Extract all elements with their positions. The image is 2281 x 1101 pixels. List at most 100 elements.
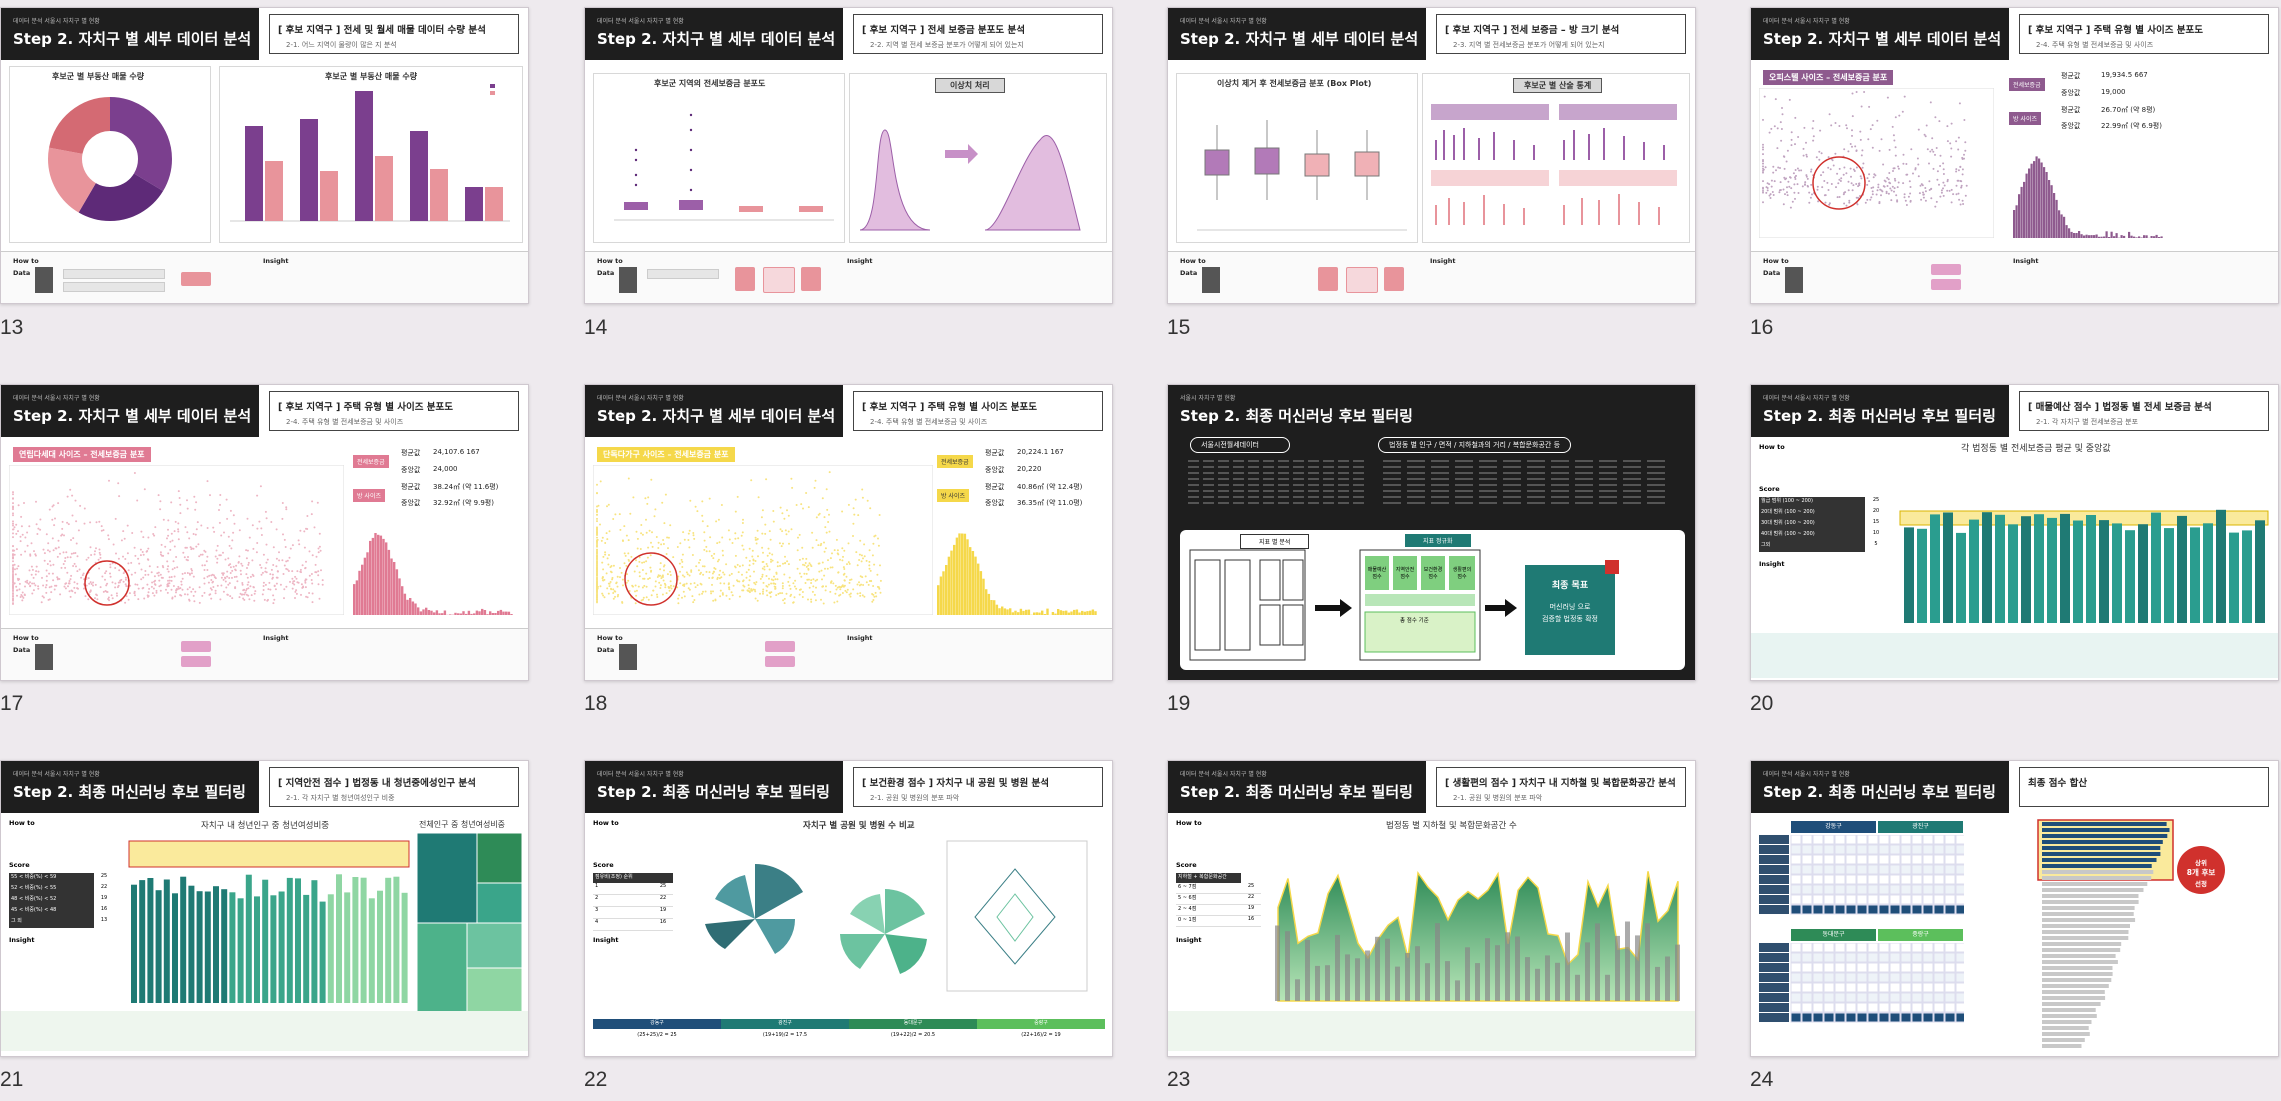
chart-badge: 오피스텔 사이즈 – 전세보증금 분포 bbox=[1763, 70, 1894, 85]
scatter-point bbox=[1811, 127, 1814, 130]
grid-cell bbox=[1801, 972, 1813, 983]
scatter-point bbox=[841, 592, 844, 594]
grid-cell bbox=[1889, 952, 1901, 963]
scatter-point bbox=[641, 561, 644, 564]
table-cell-mark bbox=[1623, 490, 1641, 492]
scatter-point bbox=[1940, 191, 1943, 194]
scatter-point bbox=[876, 573, 879, 576]
scatter-point bbox=[196, 521, 199, 524]
slide-thumbnail-13[interactable]: 데이터 분석 서울시 자치구 별 현황 Step 2. 자치구 별 세부 데이터… bbox=[0, 7, 529, 304]
scatter-point bbox=[645, 572, 648, 575]
scatter-point bbox=[642, 598, 644, 601]
scatter-point bbox=[71, 494, 74, 497]
scatter-chip bbox=[765, 641, 795, 652]
scatter-point bbox=[282, 573, 285, 575]
grid-cell bbox=[1944, 962, 1956, 973]
grid-cell bbox=[1867, 962, 1879, 973]
scatter-point bbox=[126, 552, 129, 555]
slide-thumbnail-14[interactable]: 데이터 분석 서울시 자치구 별 현황 Step 2. 자치구 별 세부 데이터… bbox=[584, 7, 1113, 304]
scatter-point bbox=[98, 551, 101, 554]
scatter-point bbox=[719, 569, 722, 572]
scatter-point bbox=[283, 564, 286, 567]
grid-cell bbox=[1801, 864, 1813, 875]
scatter-point bbox=[1819, 129, 1822, 132]
slide-footer: How to Data Insight bbox=[585, 251, 1112, 303]
scatter-point bbox=[101, 575, 104, 578]
scatter-point bbox=[712, 599, 715, 602]
scatter-point bbox=[159, 508, 162, 511]
scatter-point bbox=[865, 581, 868, 584]
bar bbox=[180, 876, 187, 1003]
scatter-point bbox=[157, 571, 160, 574]
slide-thumbnail-17[interactable]: 데이터 분석 서울시 자치구 별 현황 Step 2. 자치구 별 세부 데이터… bbox=[0, 384, 529, 681]
panel-title: 이상치 제거 후 전세보증금 분포 (Box Plot) bbox=[1217, 79, 1372, 88]
histogram-bar bbox=[993, 600, 996, 615]
scatter-point bbox=[635, 530, 638, 533]
grid-cell bbox=[1834, 1012, 1846, 1023]
histogram-bar bbox=[2040, 162, 2043, 238]
scatter-point bbox=[849, 595, 852, 598]
scatter-point bbox=[12, 584, 14, 587]
scatter-point bbox=[822, 602, 825, 605]
table-cell-mark bbox=[1308, 502, 1319, 504]
subtitle-text: [ 후보 지역구 ] 전세 보증금 분포도 분석 bbox=[862, 25, 1025, 36]
table-cell-mark bbox=[1551, 490, 1569, 492]
grid-cell bbox=[1955, 982, 1964, 993]
slide-thumbnail-20[interactable]: 데이터 분석 서울시 자치구 별 현황 Step 2. 최종 머신러닝 후보 필… bbox=[1750, 384, 2279, 681]
scatter-point bbox=[738, 565, 741, 568]
scatter-point bbox=[1828, 202, 1831, 205]
grid-cell bbox=[1900, 844, 1912, 855]
scatter-point bbox=[1857, 185, 1860, 188]
scatter-point bbox=[1868, 105, 1871, 108]
scatter-point bbox=[20, 553, 23, 556]
scatter-point bbox=[1876, 189, 1879, 192]
scatter-point bbox=[58, 578, 61, 580]
scatter-point bbox=[231, 539, 234, 542]
data-source-box bbox=[35, 644, 53, 670]
scatter-point bbox=[863, 595, 866, 598]
grid-cell bbox=[1933, 952, 1945, 963]
scatter-point bbox=[716, 542, 719, 545]
scatter-point bbox=[761, 561, 764, 563]
scatter-point bbox=[765, 585, 768, 587]
scatter-point bbox=[1773, 125, 1776, 128]
grid-cell bbox=[1790, 884, 1802, 895]
slide-number-13: 13 bbox=[0, 316, 24, 339]
scatter-point bbox=[1891, 185, 1894, 188]
table-cell-mark bbox=[1278, 490, 1289, 492]
slide-header: 서울시 자치구 별 현황 Step 2. 최종 머신러닝 후보 필터링 bbox=[1168, 385, 1695, 437]
histogram-bar bbox=[441, 613, 444, 615]
scatter-point bbox=[1896, 186, 1899, 189]
table-cell-mark bbox=[1233, 466, 1244, 468]
slide-thumbnail-23[interactable]: 데이터 분석 서울시 자치구 별 현황 Step 2. 최종 머신러닝 후보 필… bbox=[1167, 760, 1696, 1057]
score-grid-bottom bbox=[1759, 943, 1964, 1023]
table-cell-mark bbox=[1353, 484, 1364, 486]
slide-thumbnail-16[interactable]: 데이터 분석 서울시 자치구 별 현황 Step 2. 자치구 별 세부 데이터… bbox=[1750, 7, 2279, 304]
scatter-point bbox=[260, 566, 263, 569]
grid-cell bbox=[1812, 943, 1824, 953]
slide-thumbnail-24[interactable]: 데이터 분석 서울시 자치구 별 현황 Step 2. 최종 머신러닝 후보 필… bbox=[1750, 760, 2279, 1057]
scatter-point bbox=[51, 518, 54, 521]
slide-footer: How to Data Insight bbox=[1, 628, 528, 680]
scatter-point bbox=[755, 542, 758, 545]
slide-thumbnail-19[interactable]: 서울시 자치구 별 현황 Step 2. 최종 머신러닝 후보 필터링 서울시전… bbox=[1167, 384, 1696, 681]
slide-thumbnail-15[interactable]: 데이터 분석 서울시 자치구 별 현황 Step 2. 자치구 별 세부 데이터… bbox=[1167, 7, 1696, 304]
bar bbox=[2255, 520, 2265, 623]
scatter-point bbox=[762, 581, 765, 584]
grid-cell bbox=[1845, 943, 1857, 953]
bar bbox=[352, 877, 359, 1003]
table-cell-mark bbox=[1647, 472, 1665, 474]
scatter-point bbox=[874, 591, 877, 594]
scatter-point bbox=[732, 584, 735, 587]
bar bbox=[1355, 958, 1360, 1001]
slide-thumbnail-22[interactable]: 데이터 분석 서울시 자치구 별 현황 Step 2. 최종 머신러닝 후보 필… bbox=[584, 760, 1113, 1057]
table-cell-mark bbox=[1233, 496, 1244, 498]
scatter-point bbox=[1818, 158, 1821, 161]
scatter-point bbox=[713, 570, 715, 573]
scatter-point bbox=[1762, 189, 1764, 192]
scatter-point bbox=[1955, 170, 1958, 173]
slide-thumbnail-21[interactable]: 데이터 분석 서울시 자치구 별 현황 Step 2. 최종 머신러닝 후보 필… bbox=[0, 760, 529, 1057]
table-cell-mark bbox=[1407, 484, 1425, 486]
scatter-point bbox=[658, 574, 661, 577]
slide-thumbnail-18[interactable]: 데이터 분석 서울시 자치구 별 현황 Step 2. 자치구 별 세부 데이터… bbox=[584, 384, 1113, 681]
